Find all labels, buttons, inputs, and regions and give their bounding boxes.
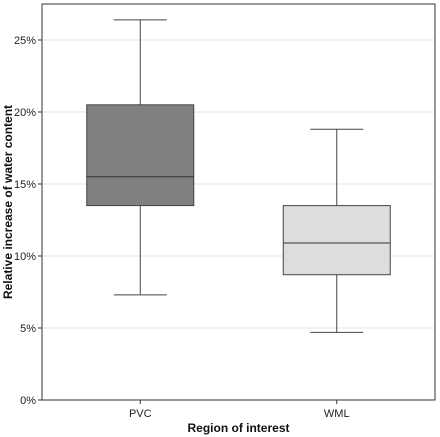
y-tick-label: 5% — [20, 323, 36, 335]
x-tick-label: PVC — [129, 408, 152, 420]
y-tick-label: 20% — [14, 107, 36, 119]
y-axis-title: Relative increase of water content — [1, 105, 15, 299]
plot-frame — [41, 3, 436, 401]
x-axis: PVC WML — [129, 400, 350, 420]
iqr-box — [282, 205, 391, 276]
y-axis: 0% 5% 10% 15% 20% 25% — [14, 35, 42, 407]
iqr-box — [86, 104, 195, 207]
boxes — [86, 19, 391, 333]
x-axis-title: Region of interest — [187, 421, 289, 435]
box-wml — [282, 128, 391, 333]
y-tick-label: 25% — [14, 35, 36, 47]
y-tick-label: 15% — [14, 179, 36, 191]
y-tick-label: 10% — [14, 251, 36, 263]
box-pvc — [86, 19, 195, 296]
y-tick-label: 0% — [20, 395, 36, 407]
x-tick-label: WML — [324, 408, 350, 420]
